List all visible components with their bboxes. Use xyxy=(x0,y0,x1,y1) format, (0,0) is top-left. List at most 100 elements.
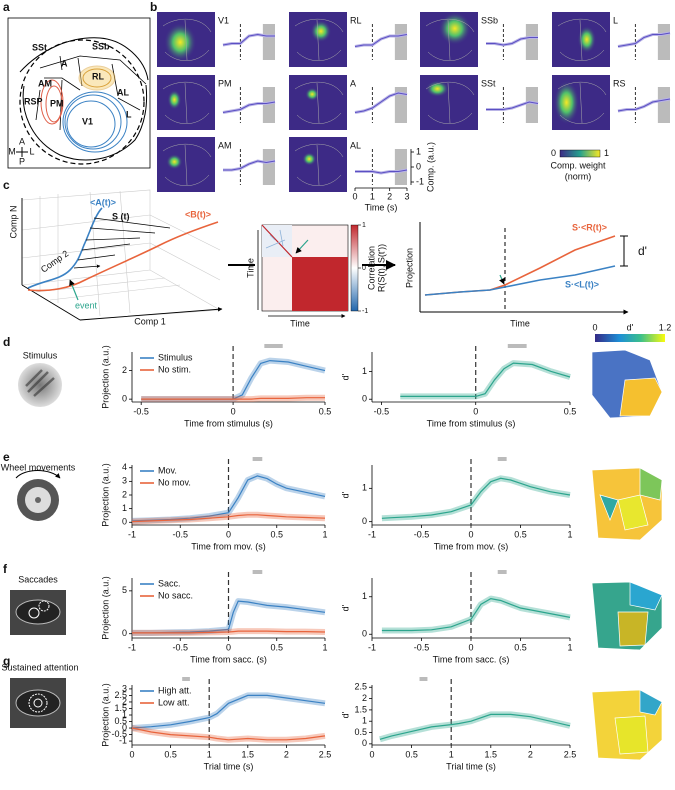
legend-label: Mov. xyxy=(158,465,177,475)
y-tick-label: 0 xyxy=(362,738,367,748)
trace xyxy=(486,101,539,110)
y-axis-label: Projection (a.u.) xyxy=(100,463,110,527)
x-tick-label: 1 xyxy=(322,529,327,539)
row-icons-part xyxy=(18,363,62,407)
cortical-maps-part xyxy=(614,715,649,755)
y-tick-label: 1 xyxy=(122,503,127,513)
annotation: <A(t)> xyxy=(90,197,116,207)
axis-label: Time xyxy=(290,318,310,328)
panel-label: a xyxy=(3,0,10,14)
response-window xyxy=(262,24,275,60)
colorbar-label: Correlation xyxy=(366,246,376,290)
y-tick-label: -1 xyxy=(416,176,424,186)
x-axis-label: Time from stimulus (s) xyxy=(427,418,516,428)
y-axis-label: Projection (a.u.) xyxy=(100,345,110,409)
y-tick-label: 1.5 xyxy=(354,704,367,714)
axis-label: Time xyxy=(245,258,255,278)
area-label: RL xyxy=(92,71,104,81)
annotation: S·<R(t)> xyxy=(572,222,607,232)
line xyxy=(379,713,571,740)
x-tick-label: 2 xyxy=(284,749,289,759)
row-label: Wheel movements xyxy=(1,462,76,472)
response-window xyxy=(657,87,670,123)
compass-label: A xyxy=(19,136,25,146)
x-tick-label: 0 xyxy=(369,749,374,759)
y-tick-label: 0 xyxy=(362,516,367,526)
brain-map-part xyxy=(64,94,122,150)
line-band xyxy=(379,711,571,743)
y-tick-label: 0 xyxy=(362,394,367,404)
region-label: SSb xyxy=(481,15,498,25)
line xyxy=(381,477,571,519)
y-tick-label: 1 xyxy=(122,709,127,719)
panel-label: f xyxy=(3,562,8,576)
weight-map-blob xyxy=(166,154,183,170)
correlation-matrix xyxy=(257,224,359,316)
region-label: V1 xyxy=(218,15,229,25)
colorbar-tick-label: -1 xyxy=(362,308,368,315)
x-tick-label: -0.5 xyxy=(172,642,188,652)
row-label: Stimulus xyxy=(23,350,58,360)
colorbar-label: Comp. weight xyxy=(550,160,606,170)
annotation: d' xyxy=(638,244,647,258)
y-tick-label: 4 xyxy=(122,462,127,472)
x-tick-label: -1 xyxy=(128,642,136,652)
x-tick-label: 0.5 xyxy=(564,406,577,416)
annotation: S (t) xyxy=(112,211,130,221)
colorbar-tick-label: 0 xyxy=(551,148,556,158)
significance-bar xyxy=(507,344,527,348)
area-label: AL xyxy=(117,87,129,97)
annotation: S·<L(t)> xyxy=(565,279,599,289)
colorbar-tick-label: 0 xyxy=(592,322,597,332)
y-tick-label: 0 xyxy=(122,394,127,404)
line xyxy=(131,727,326,741)
x-tick-label: -1 xyxy=(368,642,376,652)
y-axis-label: Comp. (a.u.) xyxy=(425,142,435,192)
area-label: PM xyxy=(50,98,64,108)
legend-label: No mov. xyxy=(158,477,191,487)
significance-bar xyxy=(252,570,263,574)
x-tick-label: 0 xyxy=(468,642,473,652)
line xyxy=(141,397,325,400)
trace xyxy=(222,33,275,46)
y-tick-label: 1.5 xyxy=(114,703,127,713)
state-space-schematic xyxy=(21,189,395,321)
significance-bar xyxy=(419,677,428,681)
row-icons-part xyxy=(15,689,61,717)
weight-map-blob xyxy=(310,20,332,43)
cortical-maps-part xyxy=(629,581,663,611)
brain-map-part xyxy=(7,17,151,169)
projection-schematic xyxy=(419,222,628,312)
legend-label: Sacc. xyxy=(158,578,181,588)
y-tick-label: 2.5 xyxy=(354,682,367,692)
y-axis-label: d' xyxy=(340,604,350,611)
y-axis-label: Projection (a.u.) xyxy=(100,576,110,640)
region-label: A xyxy=(350,78,356,88)
y-tick-label: 1 xyxy=(362,716,367,726)
trace xyxy=(486,37,538,46)
significance-bar xyxy=(264,344,283,348)
panel-label: g xyxy=(3,654,10,668)
axis-label: Time xyxy=(510,318,530,328)
row-icons-part xyxy=(15,470,61,479)
x-tick-label: 0.5 xyxy=(164,749,177,759)
cortical-maps-part xyxy=(617,494,649,531)
x-tick-label: 1.5 xyxy=(242,749,255,759)
region-label: AL xyxy=(350,140,361,150)
row-label: Sustained attention xyxy=(1,662,78,672)
state-space-schematic-part xyxy=(69,279,79,301)
x-tick-label: 2.5 xyxy=(319,749,332,759)
line xyxy=(381,597,571,632)
x-tick-label: 0.5 xyxy=(270,529,283,539)
panel-label: b xyxy=(150,0,157,14)
x-tick-label: 3 xyxy=(404,191,409,201)
state-space-schematic-part xyxy=(27,207,103,289)
correlation-matrix-part xyxy=(292,257,348,311)
colorbar-tick-label: 0 xyxy=(362,265,366,272)
legend-label: Low att. xyxy=(158,697,190,707)
x-axis-label: Trial time (s) xyxy=(446,761,496,771)
line xyxy=(131,475,326,522)
y-tick-label: 2 xyxy=(122,365,127,375)
trace xyxy=(355,169,408,174)
